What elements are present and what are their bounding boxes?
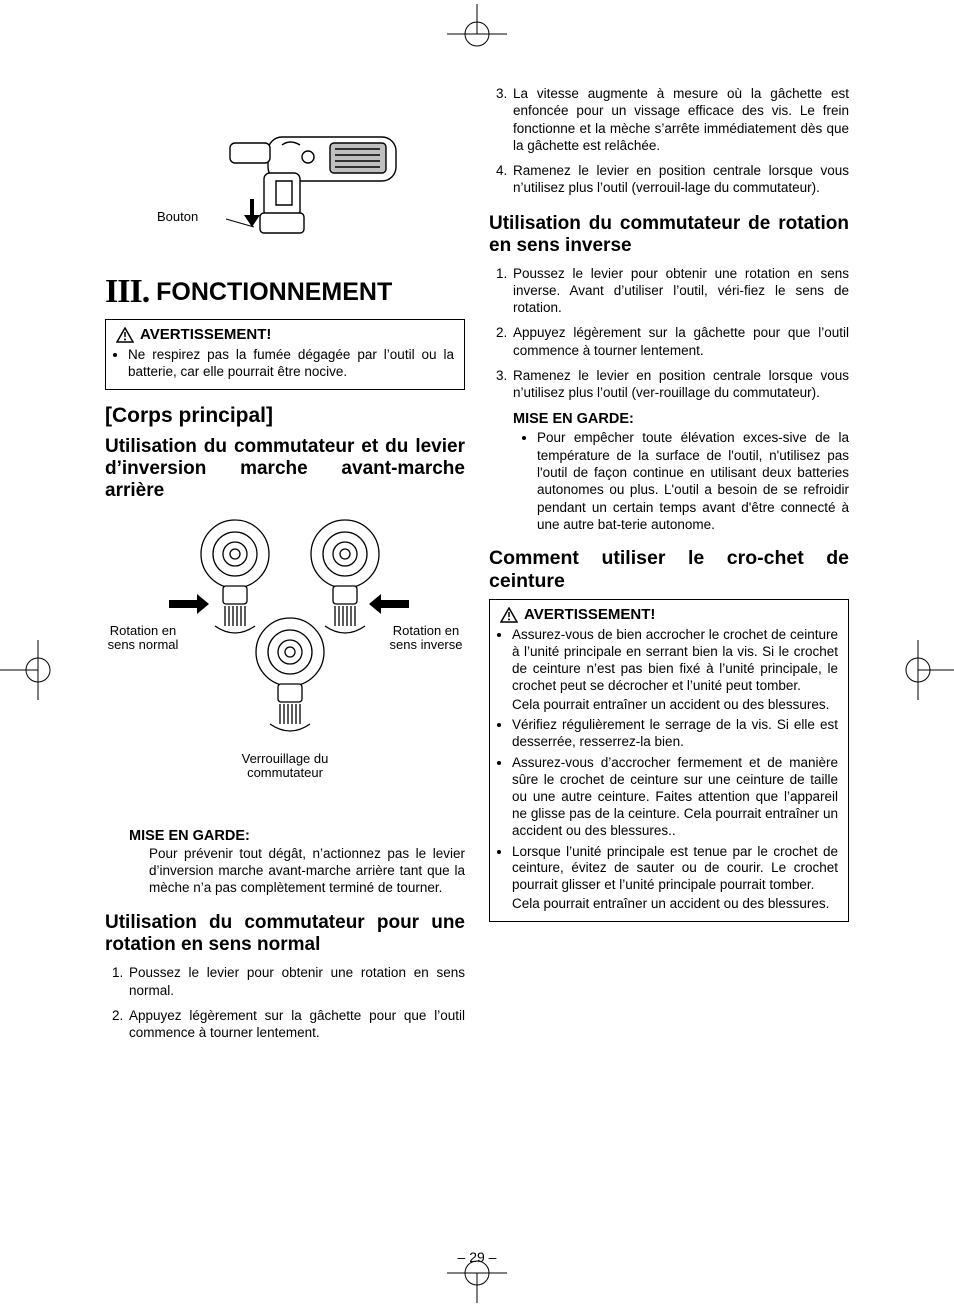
step-inverse-3: Ramenez le levier en position centrale l… <box>511 367 849 402</box>
step-inverse-1: Poussez le levier pour obtenir une rotat… <box>511 265 849 317</box>
fig-label-inverse: Rotation ensens inverse <box>383 624 469 653</box>
warn2-item-4: Lorsque l’unité principale est tenue par… <box>512 844 838 914</box>
caution2-body: Pour empêcher toute élévation exces-sive… <box>537 429 849 533</box>
warning-head-1: AVERTISSEMENT! <box>116 326 454 343</box>
heading-normal: Utilisation du commutateur pour une rota… <box>105 912 465 956</box>
right-column: La vitesse augmente à mesure où la gâche… <box>489 85 849 1049</box>
steps-inverse: Poussez le levier pour obtenir une rotat… <box>489 265 849 402</box>
heading-hook: Comment utiliser le cro-chet de ceinture <box>489 547 849 593</box>
step-normal-3: La vitesse augmente à mesure où la gâche… <box>511 85 849 154</box>
warn2-item-1: Assurez-vous de bien accrocher le croche… <box>512 627 838 713</box>
caution2-head: MISE EN GARDE: <box>513 411 849 427</box>
caution1-body: Pour prévenir tout dégât, n’actionnez pa… <box>149 846 465 897</box>
steps-right-first: La vitesse augmente à mesure où la gâche… <box>489 85 849 197</box>
heading-inverse: Utilisation du commutateur de rotation e… <box>489 213 849 257</box>
section-roman: III. <box>105 273 149 310</box>
warning-head-2: AVERTISSEMENT! <box>500 606 838 623</box>
arrow-left-icon <box>369 594 409 614</box>
fig-label-normal: Rotation ensens normal <box>103 624 183 653</box>
figure-tool: Bouton <box>105 85 465 245</box>
steps-normal: Poussez le levier pour obtenir une rotat… <box>105 964 465 1041</box>
crop-mark-right <box>902 640 954 700</box>
warning-icon <box>116 327 134 343</box>
warning-head-text-1: AVERTISSEMENT! <box>140 326 271 343</box>
section-title: FONCTIONNEMENT <box>156 278 392 306</box>
figure-switch: Rotation ensens normal Rotation ensens i… <box>105 508 465 818</box>
warning1-item: Ne respirez pas la fumée dégagée par l’o… <box>128 347 454 381</box>
warn2-item-3: Assurez-vous d’accrocher fermement et de… <box>512 755 838 839</box>
warning-icon <box>500 607 518 623</box>
heading-switch: Utilisation du commutateur et du levier … <box>105 436 465 502</box>
arrow-right-icon <box>169 594 209 614</box>
left-column: Bouton III. FONCTIONNEMENT AVERTISSEMENT… <box>105 85 465 1049</box>
warning-box-1: AVERTISSEMENT! Ne respirez pas la fumée … <box>105 319 465 390</box>
step-normal-4: Ramenez le levier en position centrale l… <box>511 162 849 197</box>
caution2-list: Pour empêcher toute élévation exces-sive… <box>525 429 849 533</box>
tool-illustration <box>190 85 420 240</box>
heading-corps: [Corps principal] <box>105 404 465 428</box>
warning-head-text-2: AVERTISSEMENT! <box>524 606 655 623</box>
step-normal-2: Appuyez légèrement sur la gâchette pour … <box>127 1007 465 1042</box>
switch-illustration <box>155 508 415 758</box>
figure-bouton-label: Bouton <box>157 209 198 224</box>
section-heading: III. FONCTIONNEMENT <box>105 273 465 311</box>
warning-box-2: AVERTISSEMENT! Assurez-vous de bien accr… <box>489 599 849 922</box>
crop-mark-left <box>0 640 54 700</box>
page-body: Bouton III. FONCTIONNEMENT AVERTISSEMENT… <box>0 0 954 1109</box>
page-number: – 29 – <box>0 1249 954 1265</box>
caution1-head: MISE EN GARDE: <box>129 828 465 844</box>
step-inverse-2: Appuyez légèrement sur la gâchette pour … <box>511 324 849 359</box>
step-normal-1: Poussez le levier pour obtenir une rotat… <box>127 964 465 999</box>
crop-mark-top <box>447 4 507 50</box>
warn2-item-2: Vérifiez régulièrement le serrage de la … <box>512 717 838 751</box>
fig-label-lock: Verrouillage ducommutateur <box>105 752 465 781</box>
